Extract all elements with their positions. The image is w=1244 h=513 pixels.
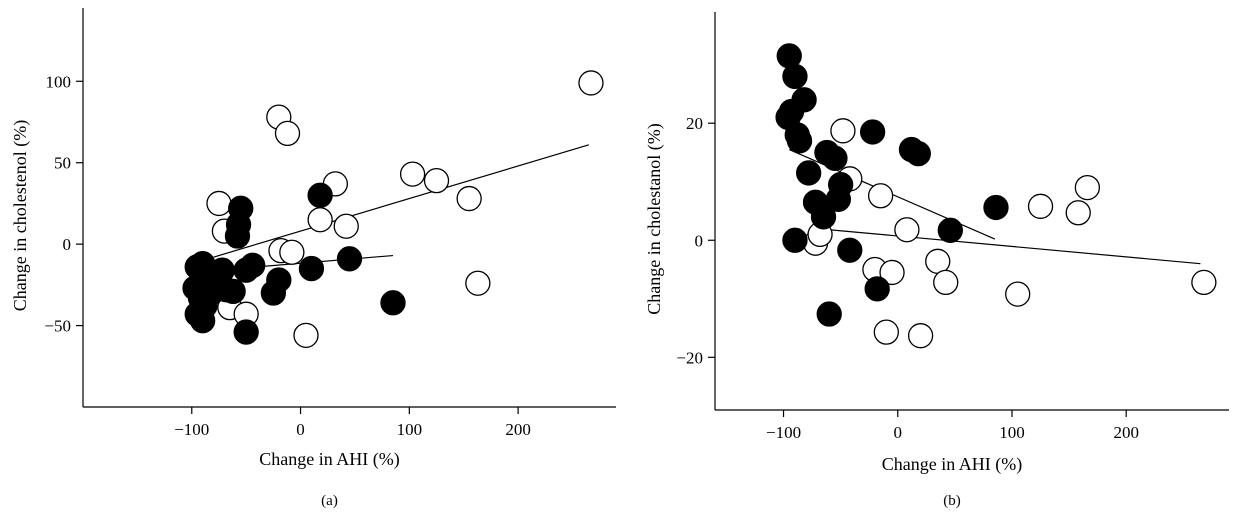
open-data-point xyxy=(1005,281,1031,307)
filled-data-point xyxy=(786,128,813,154)
filled-data-point xyxy=(266,267,292,293)
y-tick-label: −20 xyxy=(676,348,703,367)
x-tick-label: 100 xyxy=(397,420,423,439)
filled-data-point xyxy=(233,319,259,345)
x-tick-label: 0 xyxy=(894,423,903,442)
filled-data-point xyxy=(307,182,333,208)
open-data-point xyxy=(206,190,232,217)
open-data-point xyxy=(894,217,920,243)
open-data-point xyxy=(423,167,450,194)
filled-data-point xyxy=(782,227,808,253)
filled-data-point xyxy=(224,223,251,249)
y-tick-label: 0 xyxy=(63,235,72,254)
filled-data-point xyxy=(859,119,886,145)
open-data-point xyxy=(1074,174,1101,201)
open-data-point xyxy=(907,323,934,349)
y-tick-label: 100 xyxy=(46,72,72,91)
open-data-point xyxy=(279,239,305,265)
open-data-point xyxy=(399,161,426,187)
open-fit-line xyxy=(213,144,589,258)
x-tick-label: 200 xyxy=(1113,423,1139,442)
filled-data-point xyxy=(190,308,216,334)
filled-data-point xyxy=(816,301,842,327)
open-fit-line xyxy=(829,229,1201,265)
y-tick-label: −50 xyxy=(44,317,71,336)
filled-data-point xyxy=(937,217,963,243)
open-data-point xyxy=(1027,193,1054,219)
open-data-point xyxy=(925,248,951,274)
x-tick-label: −100 xyxy=(766,423,801,442)
open-data-point xyxy=(456,185,482,212)
filled-data-point xyxy=(782,63,808,90)
x-axis-title: Change in AHI (%) xyxy=(882,454,1022,475)
filled-data-point xyxy=(837,237,863,263)
filled-data-point xyxy=(983,194,1009,221)
x-tick-label: 100 xyxy=(999,423,1025,442)
y-tick-label: 50 xyxy=(54,154,71,173)
x-tick-label: 0 xyxy=(296,420,305,439)
filled-data-point xyxy=(380,290,406,316)
filled-data-point xyxy=(796,160,822,186)
y-tick-label: 20 xyxy=(686,114,703,133)
filled-data-point xyxy=(905,140,931,167)
open-data-point xyxy=(333,213,359,239)
filled-data-point xyxy=(336,246,363,272)
filled-data-point xyxy=(298,255,325,282)
open-data-point xyxy=(1191,269,1217,296)
filled-data-point xyxy=(822,145,848,171)
x-tick-label: 200 xyxy=(505,420,531,439)
open-data-point xyxy=(933,269,959,296)
filled-data-point xyxy=(810,204,837,230)
panel-a: −100 0 100 200 −50 0 50 100 Change in AHI (%) Cha… xyxy=(10,8,616,509)
open-data-point xyxy=(293,322,319,348)
open-data-point xyxy=(274,120,301,147)
y-axis-title: Change in cholestanol (%) xyxy=(644,123,665,314)
x-axis-title: Change in AHI (%) xyxy=(259,449,399,470)
open-data-point xyxy=(1065,200,1091,226)
panel-label: (b) xyxy=(943,493,961,509)
filled-data-point xyxy=(220,278,246,305)
open-data-point xyxy=(830,118,856,144)
open-data-point xyxy=(465,270,491,296)
filled-data-point xyxy=(827,172,854,198)
panel-label: (a) xyxy=(321,493,338,509)
y-tick-label: 0 xyxy=(695,231,704,250)
y-axis-title: Change in cholestenol (%) xyxy=(10,120,31,311)
x-tick-label: −100 xyxy=(174,420,209,439)
panel-b: −100 0 100 200 −20 0 20 Change in AHI (%) Change… xyxy=(644,12,1229,509)
open-data-point xyxy=(578,70,604,96)
filled-data-point xyxy=(864,276,890,302)
open-data-point xyxy=(867,183,894,209)
open-data-point xyxy=(873,319,899,345)
open-data-point xyxy=(307,207,333,233)
open-data-point xyxy=(879,259,905,286)
filled-data-point xyxy=(240,252,266,278)
